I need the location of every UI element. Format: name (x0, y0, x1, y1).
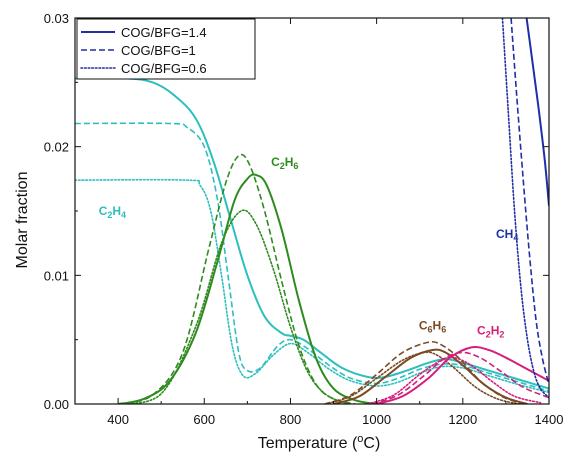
y-axis-title: Molar fraction (14, 172, 31, 269)
species-label-c2h6: C2H6 (271, 155, 298, 171)
x-axis-title-unit: C) (363, 435, 380, 452)
series-line-c2h4-ratio-0-6 (75, 178, 549, 394)
x-tick-label: 1000 (362, 412, 391, 427)
x-tick-label: 1400 (535, 412, 564, 427)
series-line-c2h2-ratio-1-4 (376, 346, 549, 404)
series-line-c2h6-ratio-0-6 (117, 209, 348, 404)
species-label-c2h2: C2H2 (477, 324, 504, 340)
legend-label: COG/BFG=0.6 (121, 61, 207, 76)
y-tick-label: 0.01 (44, 268, 69, 283)
x-axis-title-degree: o (357, 433, 363, 445)
legend-label: COG/BFG=1 (121, 43, 196, 58)
legend-box (76, 18, 256, 80)
y-tick-label: 0.00 (44, 397, 69, 412)
series-line-c6h6-ratio-1 (324, 340, 524, 404)
legend-label: COG/BFG=1.4 (121, 25, 207, 40)
y-tick-label: 0.03 (44, 11, 69, 26)
x-tick-label: 400 (107, 412, 129, 427)
ticks-layer: 400 600 800 1000 1200 1400 0.00 0.01 0.02 0.03 (44, 11, 564, 427)
species-label-c2h4: C2H4 (99, 204, 126, 220)
series-line-c6h6-ratio-0-6 (324, 351, 520, 404)
species-label-ch4: CH4 (496, 227, 518, 243)
series-line-ch4-ratio-0-6 (501, 18, 549, 399)
x-tick-label: 1200 (448, 412, 477, 427)
series-line-ch4-ratio-1-4 (525, 18, 549, 206)
series-line-c2h2-ratio-1 (372, 351, 549, 404)
x-axis-title: Temperature (oC) (258, 433, 381, 452)
x-tick-label: 600 (193, 412, 215, 427)
series-line-c2h6-ratio-1-4 (117, 173, 377, 404)
x-tick-label: 800 (280, 412, 302, 427)
species-label-c6h6: C6H6 (419, 318, 446, 334)
y-tick-label: 0.02 (44, 140, 69, 155)
legend: COG/BFG=1.4 COG/BFG=1 COG/BFG=0.6 (76, 18, 256, 80)
series-layer (75, 18, 549, 404)
series-line-c2h2-ratio-0-6 (367, 356, 542, 404)
series-line-c2h4-ratio-1 (75, 122, 549, 392)
annotation-layer: C2H4 C2H6 C6H6 C2H2 CH4 (99, 155, 519, 340)
x-axis-title-base: Temperature ( (258, 435, 358, 452)
series-line-c2h4-ratio-1-4 (75, 77, 549, 390)
series-line-ch4-ratio-1 (510, 18, 549, 385)
